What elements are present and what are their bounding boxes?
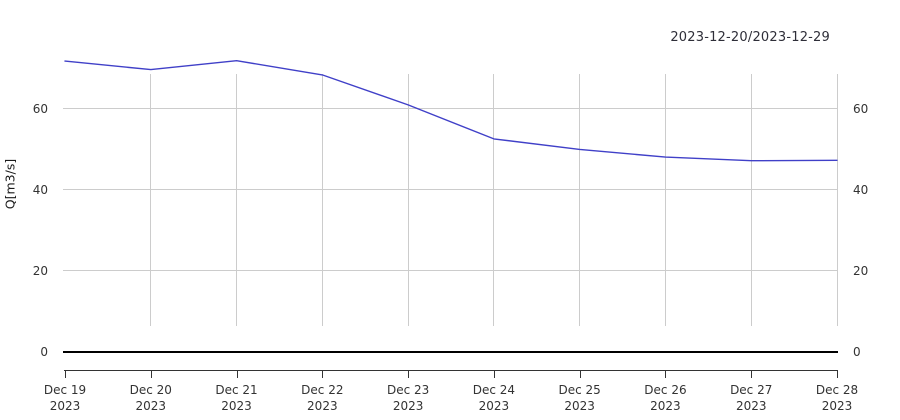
x-tick-label: Dec 27 2023 — [719, 382, 783, 414]
x-axis-tick — [408, 370, 410, 378]
y-tick-label-right: 40 — [853, 182, 869, 197]
x-tick-label: Dec 23 2023 — [376, 382, 440, 414]
y-tick-label-left: 20 — [32, 263, 48, 278]
zero-baseline — [63, 350, 838, 353]
x-tick-label-day: Dec 23 — [386, 383, 430, 397]
v-gridline — [579, 74, 581, 326]
v-gridline — [750, 74, 752, 326]
x-axis-tick — [493, 370, 495, 378]
y-tick-label-left: 0 — [40, 344, 48, 359]
x-tick-label: Dec 19 2023 — [33, 382, 97, 414]
x-axis-tick — [579, 370, 581, 378]
x-axis-tick — [837, 370, 838, 378]
x-tick-label-year: 2023 — [307, 399, 338, 413]
x-tick-label-year: 2023 — [135, 399, 167, 413]
x-tick-label: Dec 21 2023 — [205, 382, 269, 414]
x-tick-label-year: 2023 — [564, 399, 595, 413]
v-gridline — [321, 74, 323, 326]
x-tick-label-year: 2023 — [821, 399, 853, 413]
y-tick-label-right: 0 — [853, 344, 861, 359]
x-tick-label-year: 2023 — [650, 399, 681, 413]
x-tick-label-year: 2023 — [49, 399, 81, 413]
x-tick-label-day: Dec 28 — [815, 383, 859, 397]
v-gridline — [236, 74, 238, 326]
x-tick-label-day: Dec 26 — [644, 383, 687, 397]
x-tick-label-day: Dec 21 — [215, 383, 258, 397]
x-axis-tick — [322, 370, 324, 378]
x-tick-label: Dec 20 2023 — [119, 382, 183, 414]
series-line-q — [64, 60, 838, 162]
h-gridline — [63, 108, 838, 109]
x-tick-label-day: Dec 22 — [301, 383, 344, 397]
x-tick-label-year: 2023 — [392, 399, 424, 413]
x-tick-label: Dec 28 2023 — [805, 382, 869, 414]
y-tick-label-right: 20 — [853, 263, 869, 278]
x-tick-label: Dec 26 2023 — [633, 382, 697, 414]
y-tick-label-left: 60 — [32, 101, 48, 116]
x-tick-label-day: Dec 27 — [730, 383, 773, 397]
y-tick-label-left: 40 — [32, 182, 48, 197]
v-gridline — [407, 74, 409, 326]
x-tick-label: Dec 25 2023 — [548, 382, 612, 414]
x-tick-label: Dec 24 2023 — [462, 382, 526, 414]
v-gridline — [836, 74, 838, 326]
v-gridline — [150, 74, 152, 326]
x-tick-label-day: Dec 19 — [43, 383, 87, 397]
chart-title: 2023-12-20/2023-12-29 — [670, 30, 830, 45]
x-axis-tick — [665, 370, 667, 378]
x-tick-label: Dec 22 2023 — [290, 382, 354, 414]
v-gridline — [664, 74, 666, 326]
x-axis-tick — [65, 370, 66, 378]
x-tick-label-day: Dec 20 — [129, 383, 172, 397]
h-gridline — [63, 189, 838, 190]
h-gridline — [63, 270, 838, 271]
x-tick-label-year: 2023 — [221, 399, 252, 413]
x-axis-tick — [150, 370, 152, 378]
x-axis-tick — [751, 370, 753, 378]
x-axis-line — [64, 370, 838, 371]
x-tick-label-year: 2023 — [735, 399, 767, 413]
y-tick-label-right: 60 — [853, 101, 869, 116]
x-tick-label-year: 2023 — [478, 399, 510, 413]
v-gridline — [493, 74, 495, 326]
x-axis-tick — [236, 370, 238, 378]
x-tick-label-day: Dec 25 — [558, 383, 601, 397]
x-tick-label-day: Dec 24 — [472, 383, 516, 397]
